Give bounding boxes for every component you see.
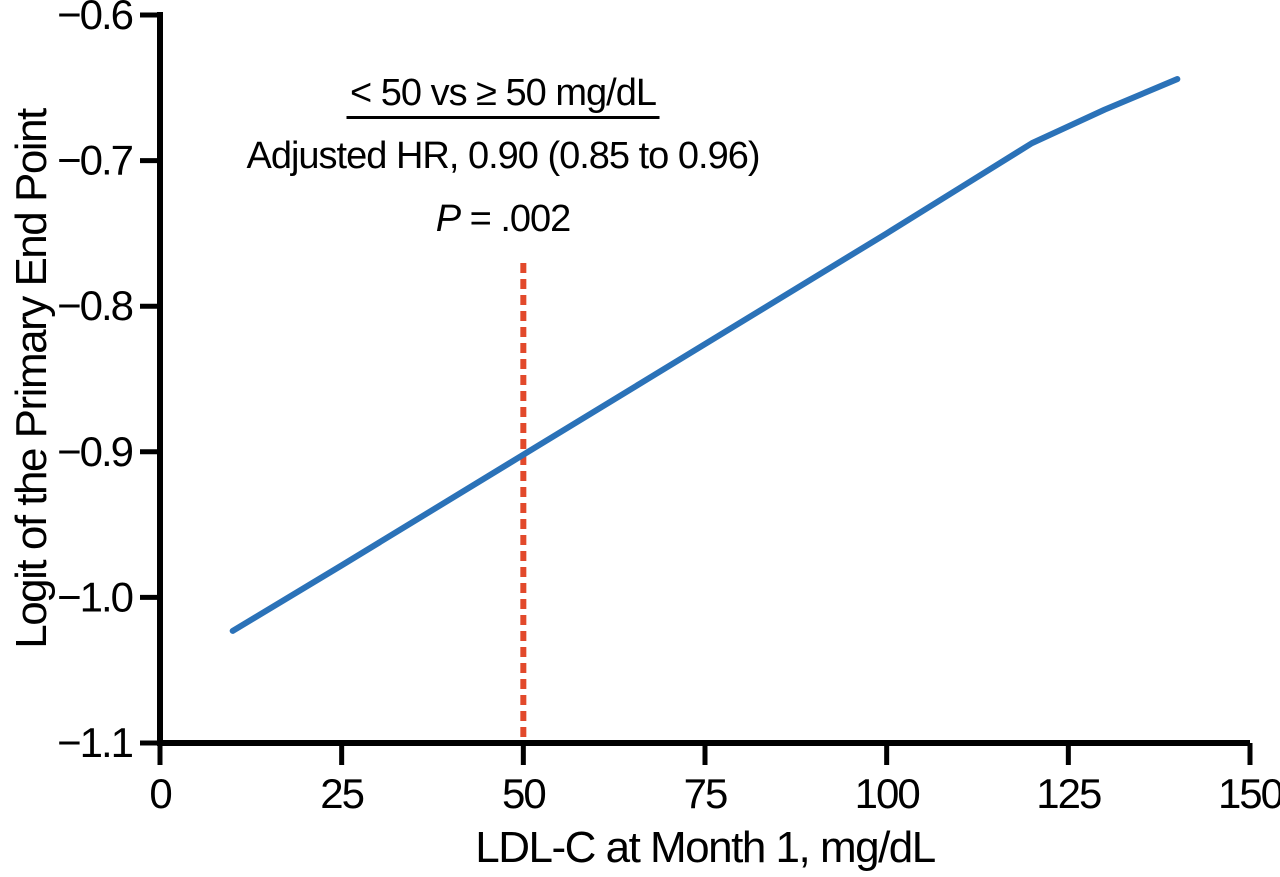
series-line: [229, 76, 1181, 634]
y-tick-label: −0.9: [57, 428, 133, 475]
x-tick-label: 150: [1218, 770, 1280, 817]
annotation-pvalue-line: P = .002: [247, 188, 760, 251]
x-tick-label: 0: [149, 770, 171, 817]
x-tick-label: 125: [1036, 770, 1101, 817]
x-tick-label: 25: [320, 770, 363, 817]
annotation-comparison-line: < 50 vs ≥ 50 mg/dL: [247, 62, 760, 125]
x-axis-title: LDL-C at Month 1, mg/dL: [475, 823, 936, 872]
annotation-hr-line: Adjusted HR, 0.90 (0.85 to 0.96): [246, 135, 761, 177]
y-tick-label: −1.0: [57, 573, 133, 620]
annotation-box: < 50 vs ≥ 50 mg/dL Adjusted HR, 0.90 (0.…: [246, 62, 761, 251]
y-tick-label: −0.8: [57, 282, 133, 329]
x-tick-label: 50: [502, 770, 545, 817]
y-tick-label: −0.6: [57, 0, 133, 38]
annotation-p-symbol: P: [435, 198, 461, 240]
y-axis-title: Logit of the Primary End Point: [7, 108, 56, 649]
annotation-comparison-label: < 50 vs ≥ 50 mg/dL: [346, 71, 660, 119]
y-tick-label: −0.7: [57, 137, 133, 184]
x-tick-label: 75: [684, 770, 727, 817]
y-tick-label: −1.1: [57, 719, 133, 766]
annotation-p-value: = .002: [460, 198, 572, 240]
x-tick-label: 100: [855, 770, 920, 817]
